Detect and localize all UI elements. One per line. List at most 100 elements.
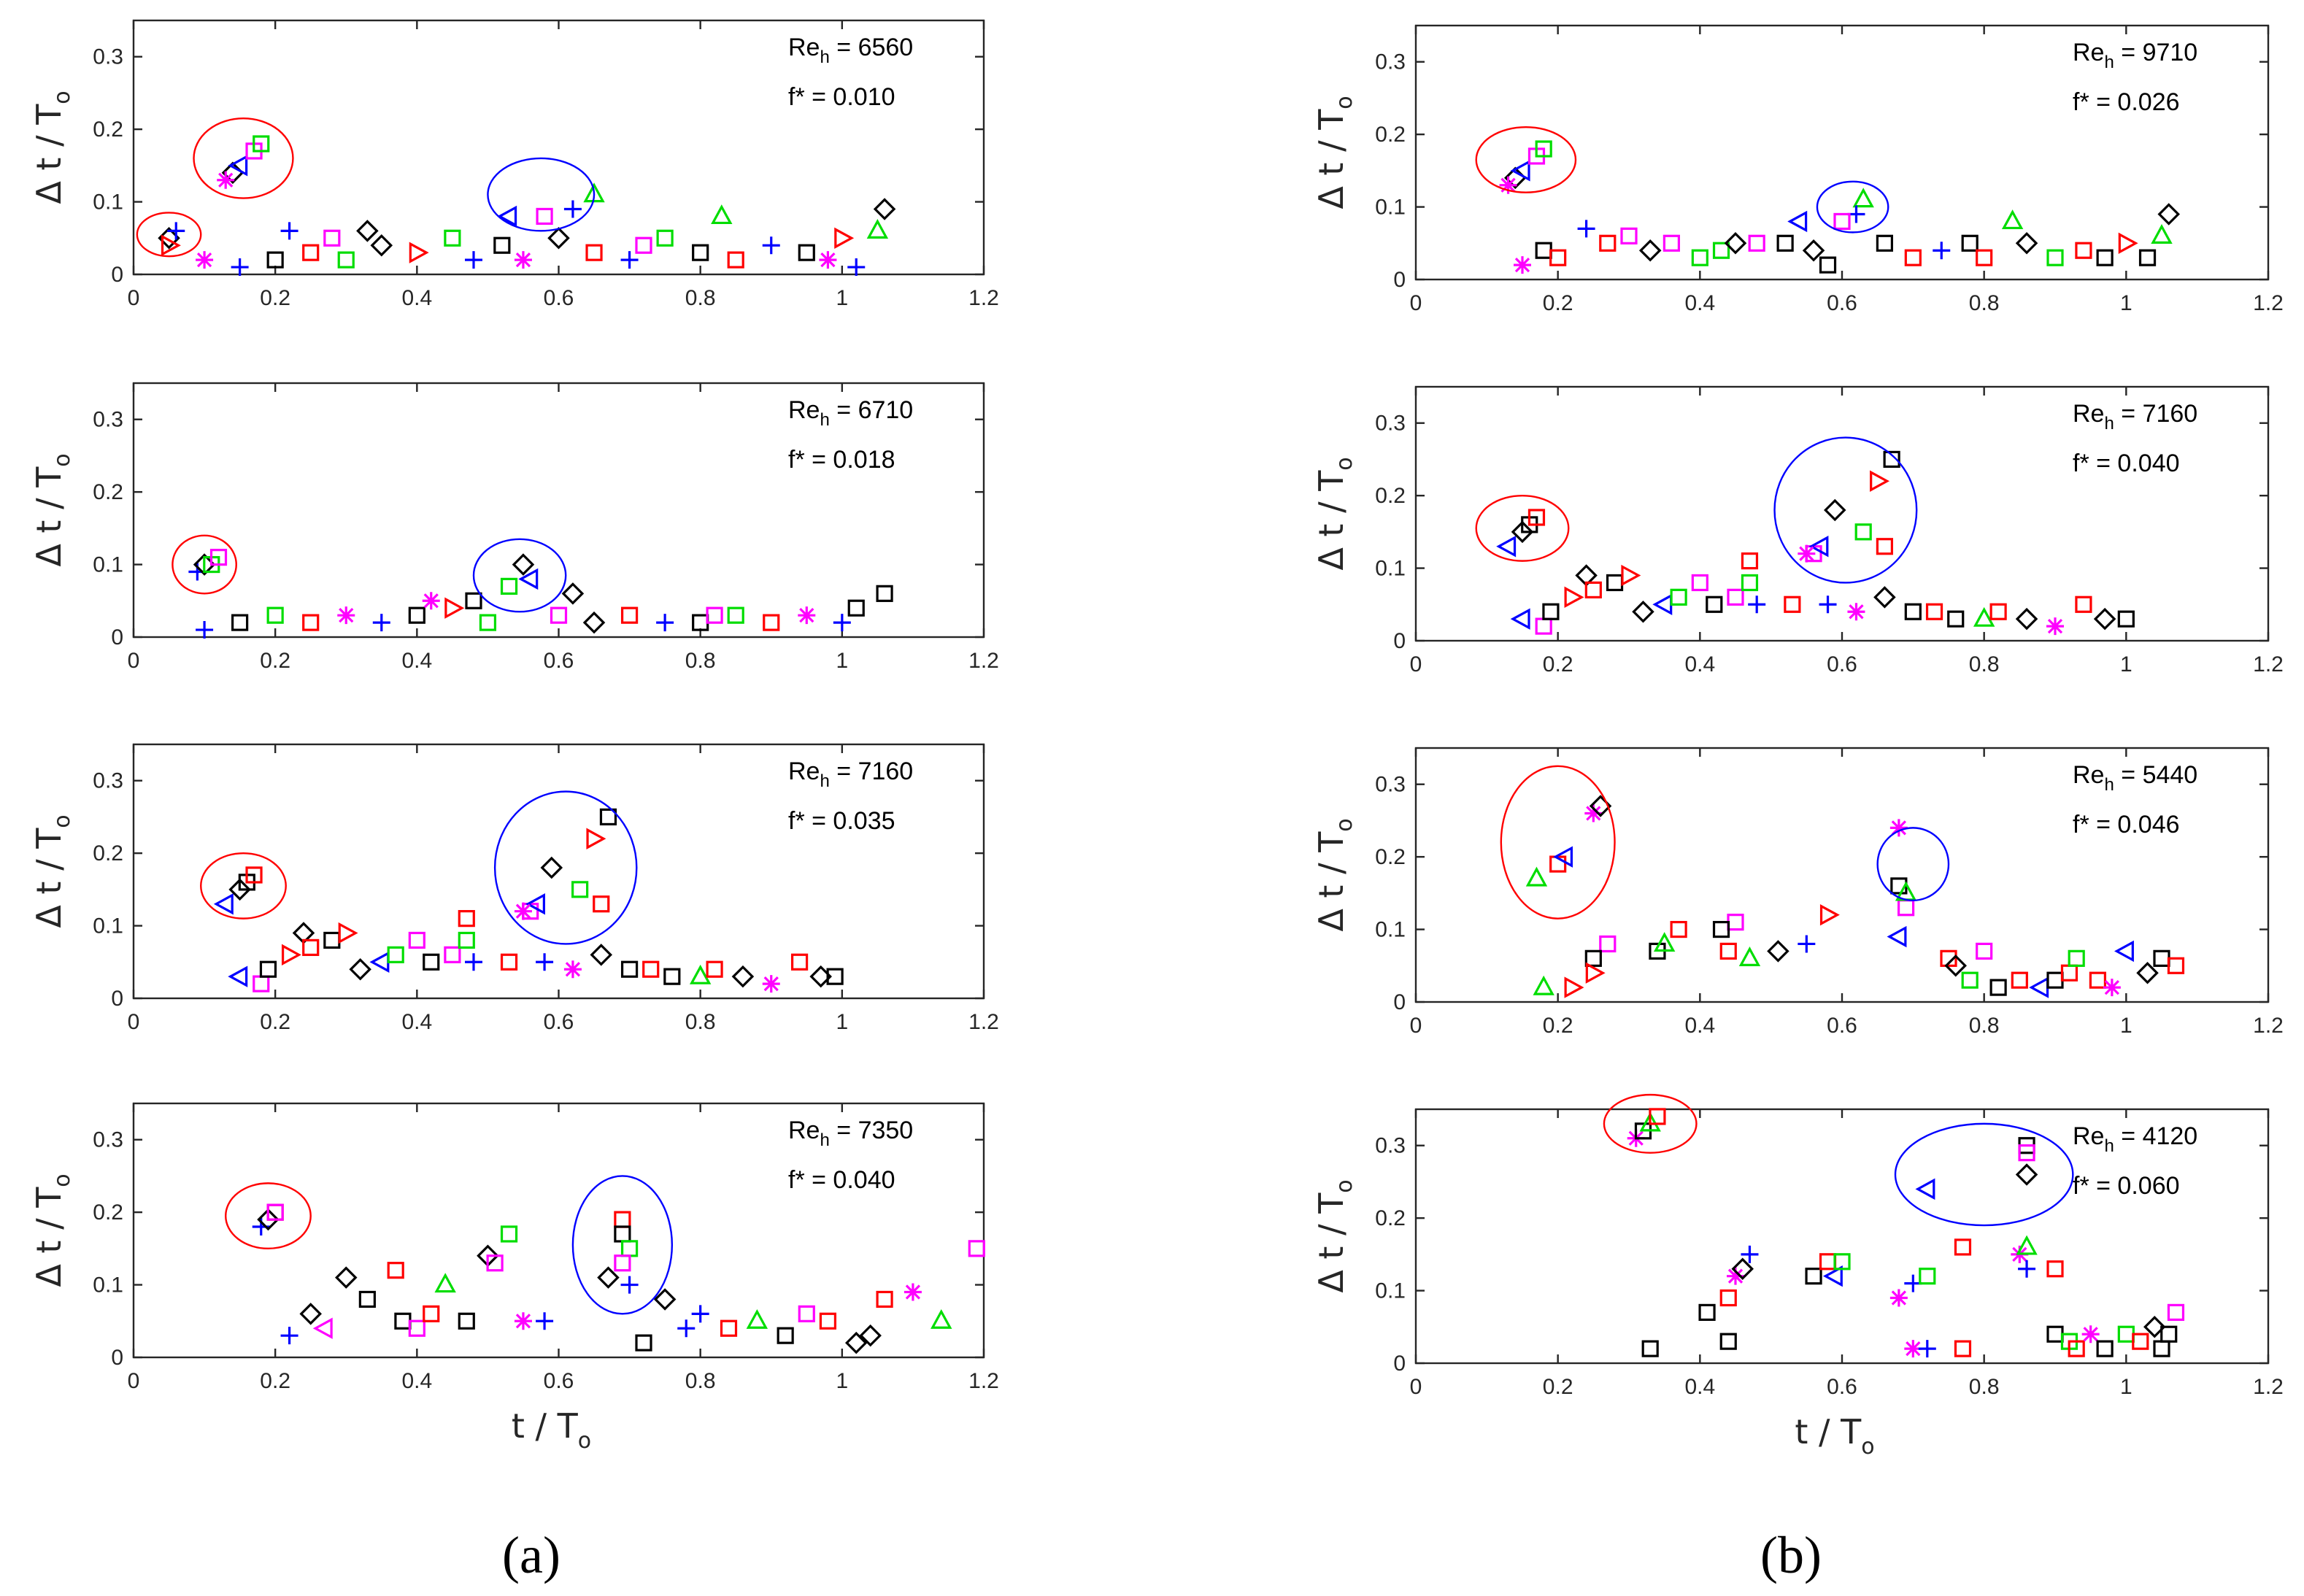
y-axis-label-main: Δ t / T: [29, 828, 69, 928]
point-a1-15: [834, 227, 855, 249]
point-a2-11: [196, 621, 214, 639]
point-a4-13: [876, 1290, 893, 1308]
y-tick-label-b1-3: 0.3: [1375, 50, 1406, 74]
point-b2-5: [1883, 450, 1900, 469]
point-a1-33: [692, 244, 709, 261]
point-a4-16: [312, 1317, 333, 1339]
re-value: = 7160: [830, 757, 913, 785]
highlight-ellipse-b3-0: [1500, 765, 1616, 920]
point-a3-26: [444, 946, 461, 963]
highlight-ellipse-a4-1: [571, 1175, 674, 1315]
point-a2-13: [266, 606, 284, 624]
point-a3-0: [213, 893, 234, 915]
point-a1-14: [711, 204, 733, 225]
point-b3-34: [2068, 949, 2085, 967]
x-tick-label-a1-4: 0.8: [685, 286, 716, 310]
re-value: = 4120: [2114, 1122, 2197, 1150]
point-b1-21: [1691, 249, 1708, 266]
point-a4-40: [859, 1324, 882, 1347]
point-a2-7: [561, 582, 585, 605]
point-b1-12: [2118, 232, 2138, 254]
re-sub: h: [820, 47, 829, 67]
point-a1-7: [217, 171, 235, 189]
point-a1-10: [536, 207, 553, 225]
x-tick-label-a3-4: 0.8: [685, 1010, 716, 1034]
point-b4-5: [2018, 1144, 2035, 1162]
x-tick-label-a1-1: 0.2: [260, 286, 290, 310]
point-b2-18: [1584, 581, 1602, 599]
point-a2-27: [798, 606, 816, 625]
highlight-ellipse-b4-1: [1894, 1122, 2074, 1227]
point-a3-7: [571, 881, 589, 898]
y-axis-label-main: Δ t / T: [1311, 109, 1351, 209]
chart-a1: 0 0.2 0.4 0.6 0.8 1 1.2 0 0.1 0.2 0.3 Δ t / To Reh =…: [29, 19, 999, 310]
y-tick-label-a1-2: 0.2: [93, 117, 123, 142]
point-a3-3: [245, 866, 263, 884]
point-a3-39: [762, 975, 780, 993]
point-b1-24: [1748, 234, 1765, 252]
point-b1-30: [1933, 242, 1951, 260]
point-a2-3: [209, 549, 228, 566]
y-axis-label-sub: o: [1332, 96, 1357, 109]
x-tick-label-a4-1: 0.2: [260, 1369, 290, 1393]
point-b2-24: [1691, 574, 1708, 592]
point-a1-9: [563, 200, 582, 218]
point-a3-37: [706, 960, 723, 978]
point-b1-25: [1776, 234, 1794, 252]
point-b3-5: [1889, 819, 1908, 837]
y-axis-label-a1: Δ t / To: [29, 90, 75, 204]
point-b1-23: [1724, 232, 1747, 255]
point-b3-36: [2103, 979, 2121, 997]
point-a4-23: [434, 1273, 456, 1293]
x-tick-label-b1-1: 0.2: [1543, 291, 1573, 315]
point-b2-37: [1989, 603, 2007, 620]
x-tick-label-a1-3: 0.6: [544, 286, 574, 310]
x-tick-label-a2-5: 1: [836, 649, 848, 673]
x-axis-label-sub: o: [1861, 1434, 1874, 1460]
x-tick-label-a2-6: 1.2: [968, 649, 999, 673]
y-tick-label-b2-3: 0.3: [1375, 412, 1406, 436]
y-tick-label-b3-3: 0.3: [1375, 773, 1406, 797]
y-axis-label-sub: o: [1332, 1179, 1357, 1192]
point-b4-14: [1698, 1303, 1716, 1322]
highlight-ellipse-a3-0: [200, 852, 287, 920]
point-a3-36: [689, 964, 712, 984]
f-annotation-a1: f* = 0.010: [788, 83, 895, 111]
x-tick-label-a3-5: 1: [836, 1010, 848, 1034]
point-b2-29: [1784, 595, 1801, 613]
y-axis-label-a3: Δ t / To: [29, 814, 75, 928]
x-tick-label-b2-0: 0: [1410, 652, 1422, 676]
point-b3-12: [1767, 940, 1789, 963]
x-tick-label-a1-2: 0.4: [401, 286, 432, 310]
x-tick-label-b2-4: 0.8: [1969, 652, 2000, 676]
point-b4-18: [1731, 1257, 1754, 1281]
f-annotation-a2: f* = 0.018: [788, 446, 895, 474]
point-a3-8: [593, 895, 610, 913]
point-b4-28: [1918, 1340, 1936, 1358]
point-b3-28: [1976, 942, 1993, 960]
y-axis-label-b4: Δ t / To: [1311, 1179, 1357, 1292]
point-b4-40: [2153, 1340, 2170, 1357]
point-a1-6: [253, 135, 270, 153]
point-a1-22: [370, 234, 393, 257]
x-tick-label-b3-0: 0: [1410, 1014, 1422, 1038]
point-b1-10: [2151, 224, 2173, 244]
point-b4-36: [2132, 1333, 2149, 1350]
re-sub: h: [2104, 775, 2114, 795]
f-annotation-b3: f* = 0.046: [2073, 811, 2180, 839]
point-a1-29: [585, 244, 603, 261]
point-a1-20: [323, 229, 341, 247]
point-a4-12: [904, 1283, 922, 1301]
point-a3-35: [663, 968, 681, 985]
point-a4-26: [486, 1254, 504, 1272]
point-b3-23: [1564, 976, 1584, 998]
point-a1-18: [266, 251, 284, 269]
y-tick-label-b2-0: 0: [1393, 629, 1406, 653]
point-b1-17: [1599, 234, 1617, 252]
point-a1-32: [656, 229, 674, 247]
point-a4-33: [691, 1305, 709, 1323]
point-b2-20: [1621, 564, 1641, 587]
x-axis-label-b4: t / To: [1795, 1412, 1874, 1460]
x-tick-label-a3-6: 1.2: [968, 1010, 999, 1034]
